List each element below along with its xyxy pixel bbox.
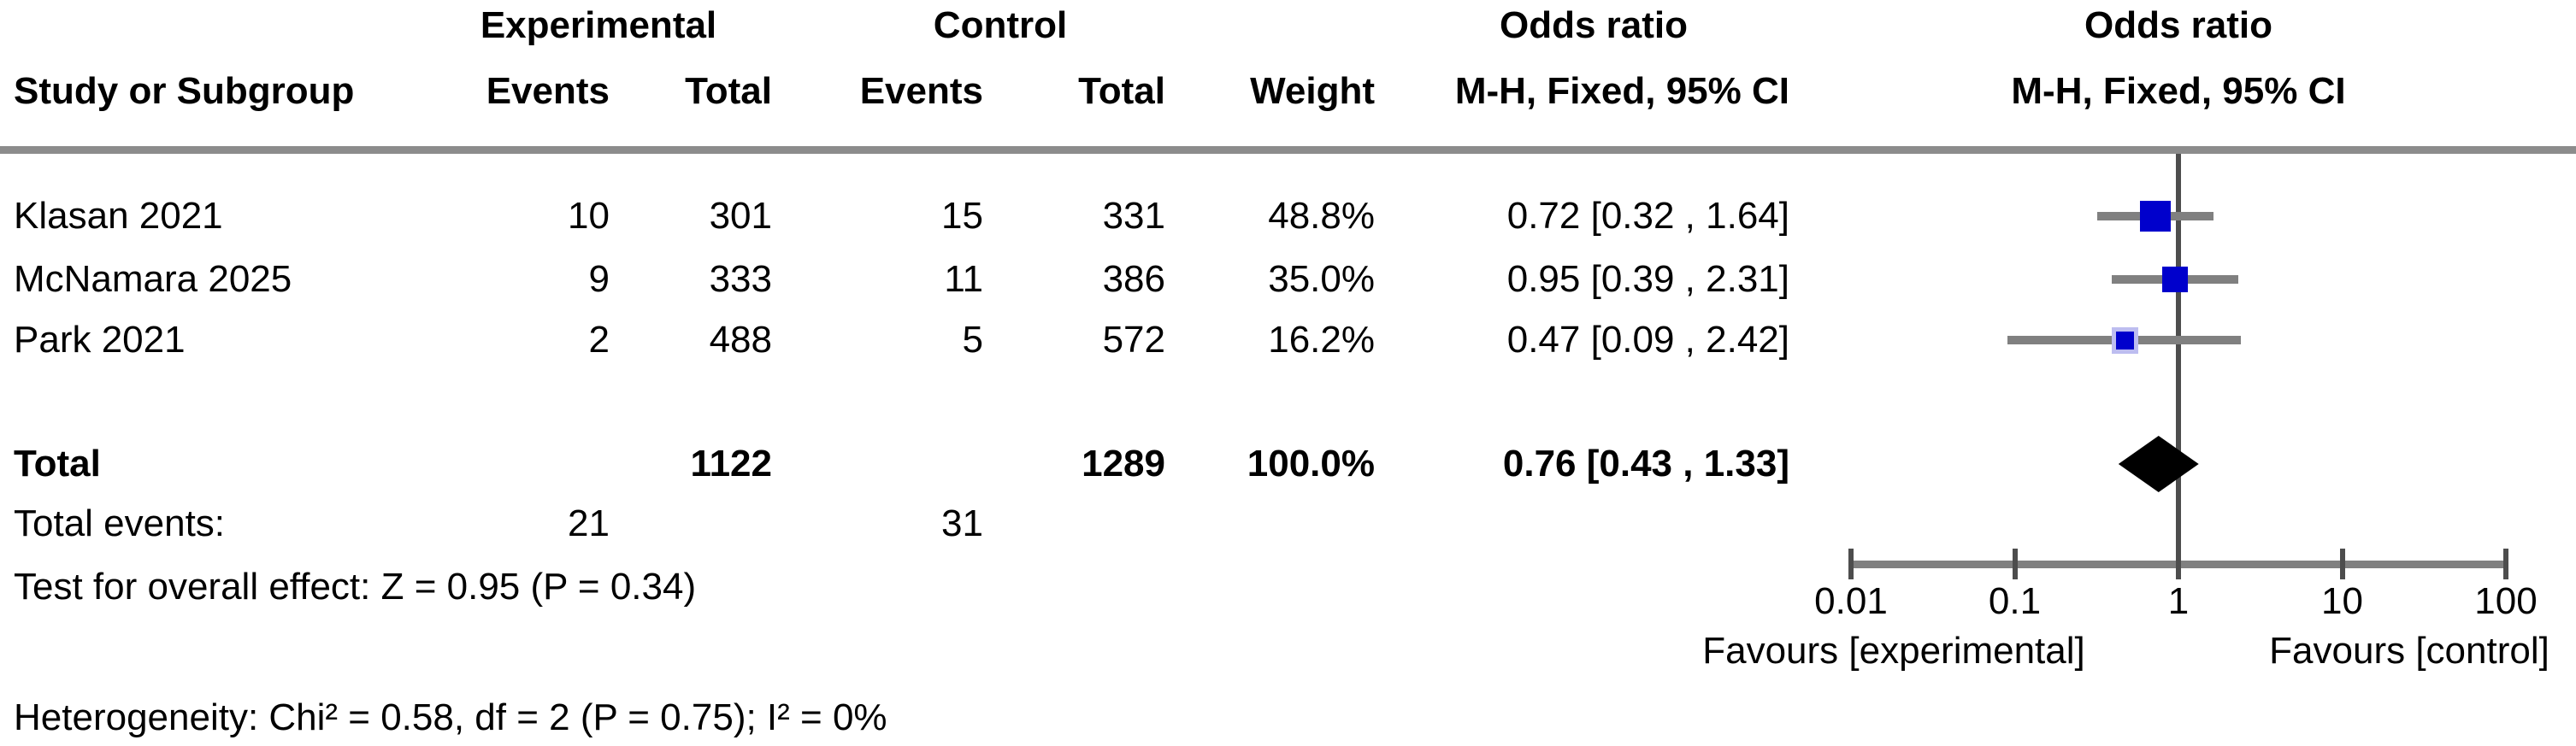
header-separator bbox=[0, 146, 2576, 154]
x-axis-tick-label: 1 bbox=[2167, 580, 2190, 622]
total-label: Total bbox=[14, 443, 101, 485]
favours-control-label: Favours [control] bbox=[2269, 630, 2549, 672]
total-events-experimental: 21 bbox=[568, 502, 610, 544]
total-exp-total: 1122 bbox=[690, 443, 772, 485]
ci-text-cell: 0.47 [0.09 , 2.42] bbox=[1506, 319, 1789, 361]
header-events-experimental: Events bbox=[486, 70, 610, 112]
effect-square bbox=[2115, 331, 2134, 350]
pooled-effect-diamond bbox=[2118, 436, 2199, 492]
weight-cell: 48.8% bbox=[1268, 195, 1375, 237]
exp-events-cell: 2 bbox=[588, 319, 610, 361]
no-effect-line bbox=[2176, 154, 2181, 564]
header-group-control: Control bbox=[933, 4, 1068, 46]
x-axis-tick-label: 0.1 bbox=[1988, 580, 2042, 622]
weight-cell: 35.0% bbox=[1268, 258, 1375, 300]
x-axis-tick bbox=[1848, 549, 1854, 579]
header-method-text-col: M-H, Fixed, 95% CI bbox=[1454, 70, 1789, 112]
study-label: Park 2021 bbox=[14, 319, 186, 361]
header-odds-ratio-plot-col: Odds ratio bbox=[2084, 4, 2273, 46]
favours-experimental-label: Favours [experimental] bbox=[1702, 630, 2085, 672]
ctl-total-cell: 331 bbox=[1102, 195, 1165, 237]
header-odds-ratio-text-col: Odds ratio bbox=[1499, 4, 1689, 46]
x-axis-tick-label: 10 bbox=[2321, 580, 2363, 622]
x-axis-tick-label: 0.01 bbox=[1814, 580, 1888, 622]
total-ctl-total: 1289 bbox=[1082, 443, 1165, 485]
header-events-control: Events bbox=[859, 70, 983, 112]
ctl-events-cell: 11 bbox=[944, 258, 983, 300]
header-weight: Weight bbox=[1250, 70, 1375, 112]
effect-square bbox=[2161, 267, 2188, 292]
ci-text-cell: 0.72 [0.32 , 1.64] bbox=[1506, 195, 1789, 237]
total-events-control: 31 bbox=[941, 502, 983, 544]
exp-total-cell: 301 bbox=[709, 195, 772, 237]
x-axis-tick bbox=[2012, 549, 2018, 579]
exp-total-cell: 488 bbox=[709, 319, 772, 361]
study-label: Klasan 2021 bbox=[14, 195, 223, 237]
ctl-events-cell: 15 bbox=[941, 195, 983, 237]
effect-square bbox=[2139, 201, 2171, 232]
ctl-events-cell: 5 bbox=[962, 319, 983, 361]
ctl-total-cell: 386 bbox=[1102, 258, 1165, 300]
header-method-plot-col: M-H, Fixed, 95% CI bbox=[2011, 70, 2346, 112]
total-ci-text: 0.76 [0.43 , 1.33] bbox=[1502, 443, 1789, 485]
x-axis-tick bbox=[2176, 549, 2181, 579]
exp-total-cell: 333 bbox=[709, 258, 772, 300]
study-label: McNamara 2025 bbox=[14, 258, 292, 300]
heterogeneity-text: Heterogeneity: Chi² = 0.58, df = 2 (P = … bbox=[14, 696, 887, 738]
header-group-experimental: Experimental bbox=[480, 4, 717, 46]
weight-cell: 16.2% bbox=[1268, 319, 1375, 361]
exp-events-cell: 10 bbox=[568, 195, 610, 237]
total-weight: 100.0% bbox=[1247, 443, 1375, 485]
exp-events-cell: 9 bbox=[588, 258, 610, 300]
ci-text-cell: 0.95 [0.39 , 2.31] bbox=[1506, 258, 1789, 300]
overall-effect-text: Test for overall effect: Z = 0.95 (P = 0… bbox=[14, 566, 697, 608]
x-axis-tick-label: 100 bbox=[2474, 580, 2538, 622]
header-total-control: Total bbox=[1078, 70, 1165, 112]
total-events-label: Total events: bbox=[14, 502, 226, 544]
ctl-total-cell: 572 bbox=[1102, 319, 1165, 361]
header-study-or-subgroup: Study or Subgroup bbox=[14, 70, 355, 112]
header-total-experimental: Total bbox=[685, 70, 772, 112]
x-axis-tick bbox=[2503, 549, 2508, 579]
x-axis-tick bbox=[2339, 549, 2345, 579]
